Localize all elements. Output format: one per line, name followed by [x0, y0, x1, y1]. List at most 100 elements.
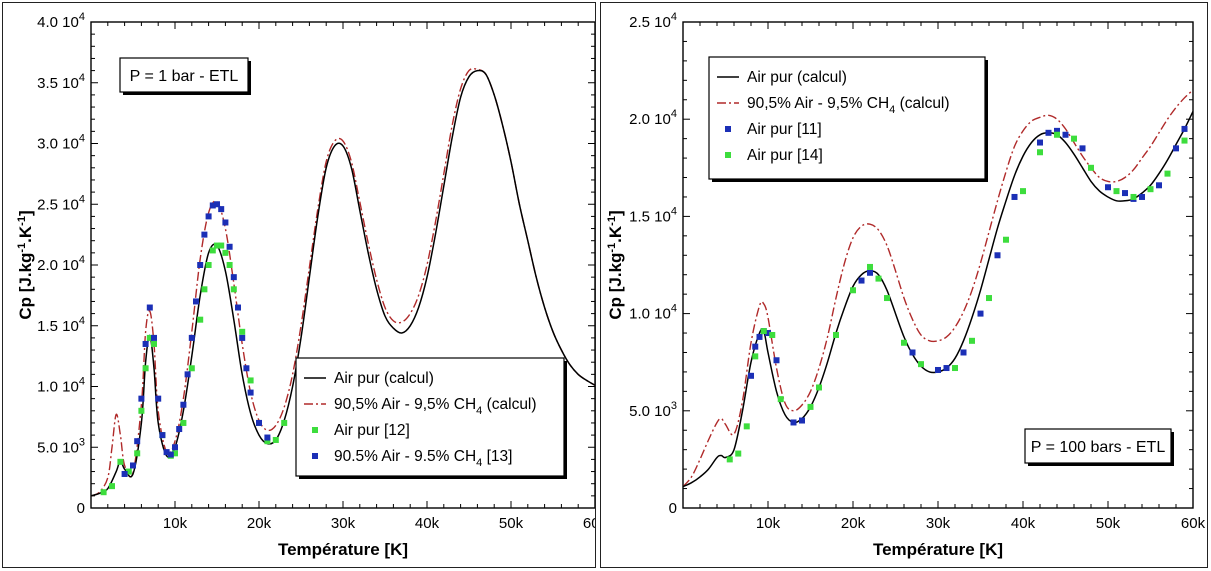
data-point-marker: [247, 377, 254, 384]
legend-marker-swatch: [312, 427, 318, 433]
y-tick-mantissa: 1.5 10: [629, 208, 671, 225]
ylabel-part: ]: [16, 210, 35, 216]
y-tick-exponent: 3: [79, 436, 85, 448]
data-point-marker: [180, 401, 187, 408]
data-point-marker: [756, 333, 763, 340]
y-tick-label: 5.0 103: [37, 436, 85, 456]
data-point-marker: [994, 252, 1001, 259]
y-tick-label: 3.0 104: [37, 133, 85, 153]
data-point-marker: [1037, 139, 1043, 146]
data-point-marker: [193, 298, 199, 305]
data-point-marker: [1164, 170, 1171, 177]
data-point-marker: [163, 449, 170, 456]
data-point-marker: [235, 304, 241, 311]
data-point-marker: [239, 328, 246, 335]
data-point-marker: [943, 365, 950, 372]
y-tick-mantissa: 2.5 10: [37, 196, 79, 213]
data-point-marker: [1071, 135, 1077, 142]
data-point-marker: [1113, 188, 1120, 195]
ylabel-part: .K: [606, 225, 625, 243]
y-axis-title: Cp [J.kg-1.K-1]: [16, 210, 35, 319]
y-tick-label: 3.5 104: [37, 72, 85, 92]
y-tick-label: 0: [669, 500, 677, 517]
y-tick-mantissa: 5.0 10: [629, 403, 671, 420]
y-tick-mantissa: 2.0 10: [629, 111, 671, 128]
data-point-marker: [130, 462, 136, 469]
data-point-marker: [125, 468, 132, 475]
data-point-marker: [201, 286, 208, 293]
data-point-marker: [222, 249, 229, 256]
y-tick-exponent: 4: [671, 11, 677, 23]
legend-label: Air pur [12]: [334, 422, 410, 439]
legend-label: Air pur [11]: [747, 121, 822, 138]
data-point-marker: [226, 262, 233, 268]
data-point-marker: [760, 328, 767, 335]
y-tick-mantissa: 0: [77, 500, 85, 517]
legend-label: 90,5% Air - 9,5% CH4 (calcul): [334, 396, 537, 417]
y-tick-exponent: 4: [79, 72, 85, 84]
data-point-marker: [138, 395, 145, 402]
data-point-marker: [1173, 145, 1179, 152]
y-tick-exponent: 4: [79, 315, 85, 327]
data-point-marker: [875, 275, 882, 282]
series-markers-2: [100, 242, 288, 496]
data-point-marker: [226, 243, 233, 250]
data-point-marker: [1088, 164, 1094, 171]
data-point-marker: [230, 286, 237, 293]
ylabel-superscript: -1: [606, 243, 618, 253]
y-tick-label: 4.0 104: [37, 11, 85, 31]
axis-ticks: [682, 21, 1194, 509]
y-tick-mantissa: 2.0 10: [37, 257, 79, 274]
data-point-marker: [134, 438, 141, 445]
legend-label: 90,5% Air - 9,5% CH4 (calcul): [747, 95, 950, 116]
y-tick-mantissa: 5.0 10: [37, 439, 79, 456]
legend-text-rest: (calcul): [895, 95, 949, 112]
ylabel-part: Cp [J.kg: [606, 253, 625, 320]
data-point-marker: [1003, 236, 1009, 243]
data-point-marker: [901, 339, 907, 346]
data-point-marker: [726, 456, 733, 463]
x-tick-label: 10k: [163, 515, 188, 532]
data-point-marker: [205, 262, 212, 268]
annotation-frame: [119, 57, 249, 93]
data-point-marker: [172, 450, 178, 457]
data-point-marker: [773, 357, 780, 364]
data-point-marker: [850, 287, 856, 294]
data-point-marker: [180, 419, 187, 426]
data-point-marker: [121, 470, 128, 477]
x-tick-label: 50k: [499, 515, 524, 532]
subscript-4: 4: [476, 457, 482, 469]
data-point-marker: [986, 295, 992, 302]
data-point-marker: [214, 201, 220, 208]
data-point-marker: [977, 310, 984, 317]
series-markers-3: [726, 131, 1188, 463]
y-tick-label: 2.0 104: [37, 254, 85, 274]
series-markers-2: [748, 125, 1188, 426]
data-point-marker: [184, 371, 191, 378]
y-tick-exponent: 4: [79, 376, 85, 388]
x-axis-title: Température [K]: [873, 540, 1003, 559]
legend-marker-swatch: [725, 126, 731, 132]
data-point-marker: [218, 242, 225, 249]
data-point-marker: [743, 423, 750, 430]
data-point-marker: [833, 331, 839, 338]
right-chart-panel: 10k 20k 30k 40k 50k 60k 0 5.0 103 1.0 104 1.5 104…: [600, 2, 1208, 568]
y-axis-title: Cp [J.kg-1.K-1]: [606, 210, 625, 319]
y-tick-exponent: 4: [79, 11, 85, 23]
y-tick-mantissa: 1.5 10: [37, 318, 79, 335]
x-tick-label: 60k: [583, 515, 595, 532]
data-point-marker: [1054, 127, 1060, 134]
y-tick-exponent: 3: [671, 400, 677, 412]
data-point-marker: [1130, 193, 1137, 200]
data-point-marker: [264, 434, 271, 441]
series-line-1: [683, 89, 1193, 488]
annotation-text: P = 1 bar - ETL: [130, 68, 239, 85]
data-point-marker: [256, 419, 262, 426]
legend: Air pur (calcul) 90,5% Air - 9,5% CH4 (ca…: [295, 357, 567, 479]
data-point-marker: [281, 419, 288, 426]
x-tick-label: 30k: [331, 515, 356, 532]
y-tick-exponent: 4: [671, 108, 677, 120]
data-point-marker: [197, 316, 204, 323]
